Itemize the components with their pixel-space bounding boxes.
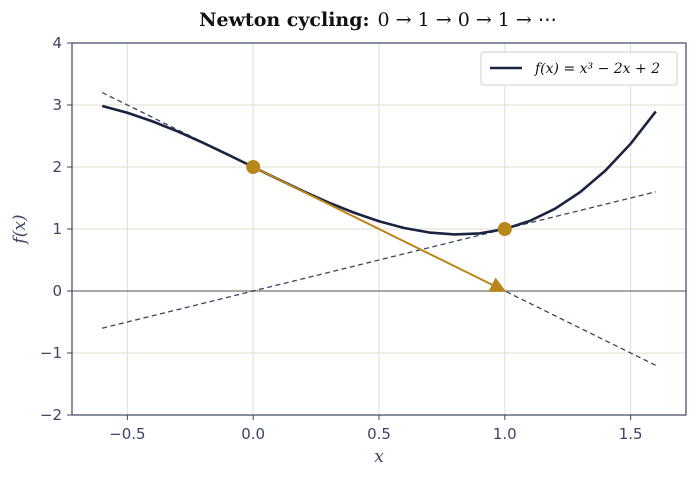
iterate-point [497, 222, 512, 236]
iterate-point [246, 160, 261, 174]
x-tick-label: −0.5 [109, 425, 145, 443]
y-tick-label: 3 [52, 96, 62, 114]
axis-ticks: −0.5 0.0 0.5 1.0 1.5 −2 −1 0 1 2 3 4 [40, 34, 643, 443]
y-tick-label: −2 [40, 406, 62, 424]
y-tick-label: 1 [52, 220, 62, 238]
x-tick-label: 0.5 [367, 425, 391, 443]
legend-entry-f: f(x) = x³ − 2x + 2 [534, 61, 660, 77]
y-tick-label: 2 [52, 158, 62, 176]
y-axis-label: f(x) [10, 214, 30, 245]
chart-title-math: 0 → 1 → 0 → 1 → ⋯ [378, 9, 557, 31]
x-tick-label: 0.0 [241, 425, 265, 443]
x-tick-label: 1.0 [493, 425, 517, 443]
legend: f(x) = x³ − 2x + 2 [480, 51, 678, 86]
series-line-f [101, 104, 657, 236]
legend-box [480, 51, 678, 86]
newton-step-arrow [252, 166, 507, 292]
iterate-points [246, 160, 512, 236]
x-tick-label: 1.5 [619, 425, 643, 443]
series-layer [101, 104, 657, 236]
chart-title: Newton cycling: 0 → 1 → 0 → 1 → ⋯ [199, 9, 557, 31]
y-tick-label: −1 [40, 344, 62, 362]
x-axis-label: x [374, 447, 384, 467]
y-tick-label: 4 [52, 34, 62, 52]
newton-step-arrow-layer [252, 166, 507, 292]
y-tick-label: 0 [52, 282, 62, 300]
tangent-line [102, 191, 656, 329]
chart-title-bold: Newton cycling: [199, 9, 369, 31]
